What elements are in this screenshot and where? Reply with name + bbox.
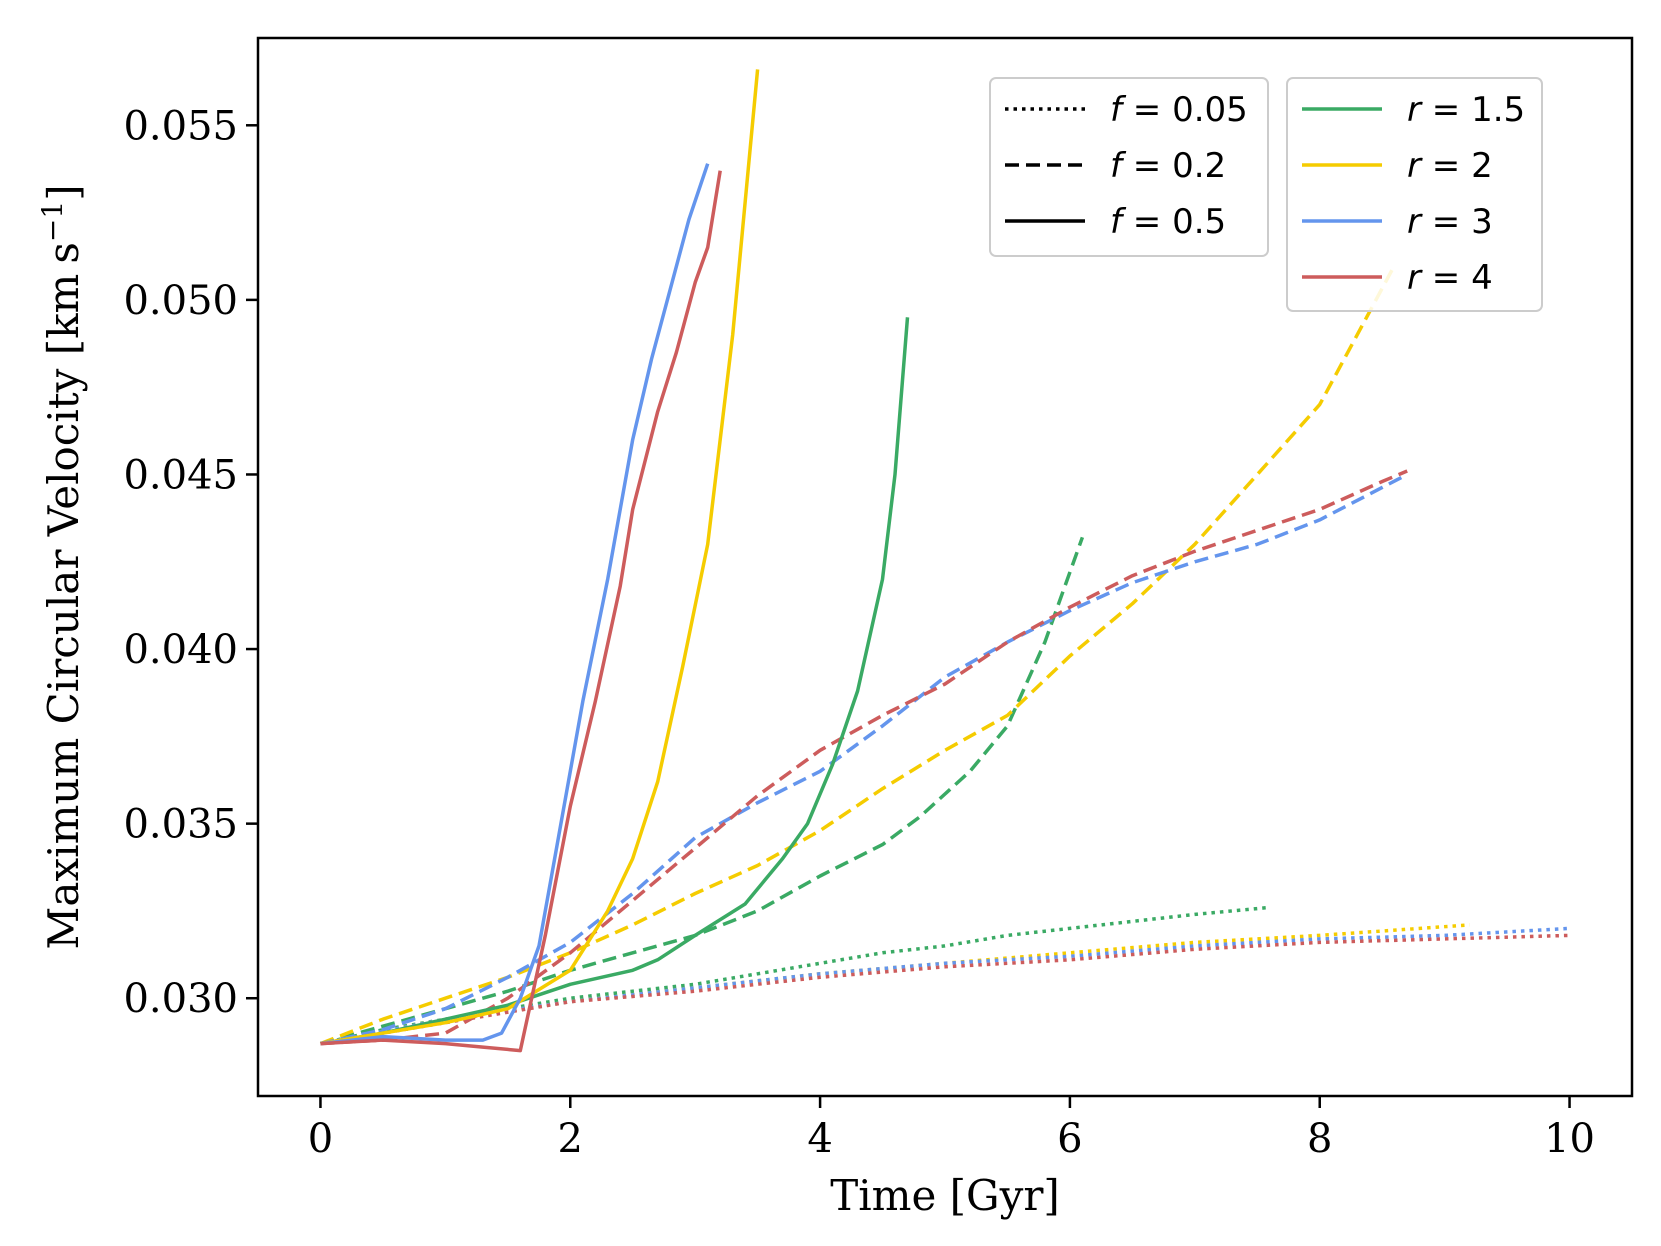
legend-entry-r-1.5: r = 1.5 [1407,90,1525,130]
x-tick-label: 8 [1307,1116,1332,1162]
series-line-r1.5-f0.5 [320,317,910,1046]
y-axis-label-close: ] [39,184,88,200]
plot-frame [256,36,1634,1098]
y-axis-label: Maximum Circular Velocity [km s−1] [36,184,88,949]
x-tick-label: 4 [807,1116,832,1162]
y-tick-label: 0.040 [123,627,238,673]
series-line-r4-f0.5 [320,170,722,1053]
y-tick-label: 0.055 [123,103,238,149]
y-tick-label: 0.030 [123,976,238,1022]
series-line-r1.5-f0.2 [320,536,1085,1046]
legend-entry-r-2: r = 2 [1407,146,1493,186]
x-axis-label: Time [Gyr] [830,1171,1060,1220]
legend-r-box [1286,77,1543,312]
legend-f: f = 0.05 f = 0.2 f = 0.5 [989,77,1269,257]
x-tick-label: 0 [308,1116,333,1162]
y-tick-label: 0.045 [123,452,238,498]
series-line-r2-f0.5 [320,69,760,1046]
series-layer [319,69,1570,1053]
y-tick-label: 0.035 [123,802,238,848]
x-tick-label: 10 [1544,1116,1595,1162]
y-axis-label-main: Maximum Circular Velocity [km [39,274,88,950]
series-line-r3-f0.05 [320,926,1570,1046]
legend-r: r = 1.5 r = 2 r = 3 r = 4 [1286,77,1543,312]
x-tick-label: 2 [558,1116,583,1162]
series-line-r3-f0.2 [320,472,1409,1046]
legend-f-box [989,77,1269,257]
series-line-r4-f0.05 [320,933,1570,1046]
y-axis-label-exponent: −1 [36,201,69,242]
x-tick-label: 6 [1057,1116,1082,1162]
series-line-r4-f0.2 [320,469,1408,1046]
legend-entry-f-0.05: f = 0.05 [1110,90,1248,130]
x-axis: 0 2 4 6 8 10 [308,1096,1595,1162]
series-line-r3-f0.5 [320,163,710,1046]
legend-entry-r-4: r = 4 [1407,258,1493,298]
legend-entry-f-0.2: f = 0.2 [1110,146,1226,186]
legend-entry-r-3: r = 3 [1407,202,1493,242]
legend-entry-f-0.5: f = 0.5 [1110,202,1226,242]
y-tick-label: 0.050 [123,278,238,324]
y-axis-label-unit: s [39,242,88,264]
y-axis: 0.030 0.035 0.040 0.045 0.050 0.055 [123,103,258,1022]
